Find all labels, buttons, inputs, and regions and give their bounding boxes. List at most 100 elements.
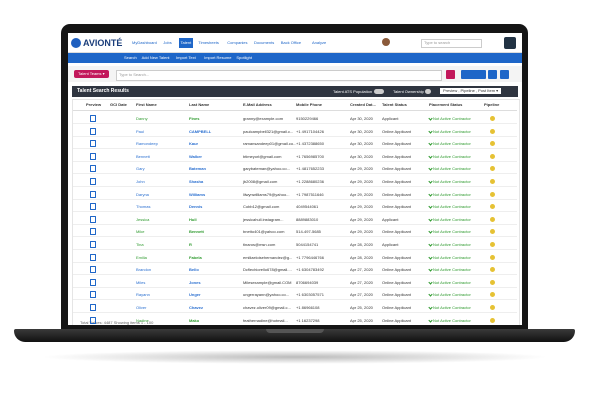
preview-icon[interactable]: [90, 304, 96, 311]
last-name[interactable]: Williams: [189, 191, 206, 197]
preview-icon[interactable]: [90, 190, 96, 198]
pipeline-icon[interactable]: [490, 279, 495, 285]
last-name[interactable]: Fines: [189, 116, 200, 121]
pipeline-icon[interactable]: [490, 166, 495, 172]
icon-button[interactable]: [500, 70, 509, 79]
sub-nav-item[interactable]: Add New Talent: [141, 55, 170, 60]
preview-icon[interactable]: [90, 203, 96, 211]
avatar[interactable]: [504, 37, 516, 49]
nav-item[interactable]: Documents: [254, 40, 275, 45]
last-name[interactable]: CAMPBELL: [189, 128, 212, 134]
first-name[interactable]: Oliver: [136, 305, 147, 310]
nav-item[interactable]: Talent: [178, 38, 194, 48]
first-name[interactable]: Miles: [136, 279, 146, 285]
first-name[interactable]: Ramondeep: [136, 141, 158, 147]
pipeline-icon[interactable]: [490, 254, 495, 260]
view-select[interactable]: Preview , Pipeline , Post Item ▾: [440, 88, 502, 94]
first-name[interactable]: Thomas: [136, 204, 151, 210]
pipeline-icon[interactable]: [490, 141, 495, 147]
ownership-toggle[interactable]: [425, 89, 431, 94]
preview-icon[interactable]: [90, 115, 96, 122]
preview-icon[interactable]: [90, 316, 96, 324]
search-button[interactable]: [446, 70, 455, 79]
pipeline-icon[interactable]: [490, 216, 495, 222]
first-name[interactable]: Bennett: [136, 153, 150, 159]
pipeline-icon[interactable]: [490, 317, 495, 323]
preview-icon[interactable]: [90, 178, 96, 185]
first-name[interactable]: Tina: [136, 242, 144, 247]
placement-cell: Not Active Contractor: [433, 179, 471, 184]
sub-nav-item[interactable]: Search: [124, 55, 137, 60]
preview-icon[interactable]: [90, 241, 96, 248]
icon-button[interactable]: [488, 70, 497, 79]
first-name[interactable]: Daryna: [136, 191, 149, 197]
preview-icon[interactable]: [90, 266, 96, 274]
pipeline-icon[interactable]: [490, 116, 495, 121]
first-name[interactable]: Brandon: [136, 267, 152, 273]
preview-icon[interactable]: [90, 278, 96, 286]
sub-nav-item[interactable]: Import Resume: [204, 55, 232, 60]
nav-item[interactable]: Analyze: [312, 40, 327, 45]
last-name[interactable]: Bateman: [189, 166, 206, 172]
last-name[interactable]: Walker: [189, 153, 202, 159]
pipeline-icon[interactable]: [490, 292, 495, 298]
first-name[interactable]: Gary: [136, 166, 145, 172]
last-name[interactable]: Chavez: [189, 305, 204, 310]
pipeline-icon[interactable]: [490, 305, 495, 310]
preview-icon[interactable]: [90, 228, 96, 236]
pipeline-icon[interactable]: [490, 267, 495, 273]
last-name[interactable]: Bennett: [189, 229, 204, 235]
first-name[interactable]: Rayann: [136, 292, 150, 298]
first-name[interactable]: Paul: [136, 128, 145, 134]
phone-cell: 4049544061: [296, 204, 319, 210]
pipeline-icon[interactable]: [490, 191, 495, 197]
last-name[interactable]: Jones: [189, 279, 201, 285]
first-name[interactable]: Jessica: [136, 216, 150, 222]
preview-icon[interactable]: [90, 165, 96, 173]
nav-item[interactable]: Jobs: [163, 40, 172, 45]
pipeline-icon[interactable]: [490, 179, 495, 184]
teams-button[interactable]: Talent Teams ▾: [74, 70, 109, 78]
preview-icon[interactable]: [90, 140, 96, 148]
preview-icon[interactable]: [90, 127, 96, 135]
pipeline-icon[interactable]: [490, 204, 495, 210]
view-buttons[interactable]: [461, 70, 486, 79]
toolbar-search[interactable]: Type to Search...: [116, 70, 442, 81]
last-name[interactable]: Dennis: [189, 204, 203, 210]
first-name[interactable]: Danny: [136, 116, 148, 121]
sub-nav-item[interactable]: Import Text: [176, 55, 196, 60]
pipeline-icon[interactable]: [490, 229, 495, 235]
user-icon[interactable]: [382, 38, 390, 46]
last-name[interactable]: Unger: [189, 292, 201, 298]
sub-nav-item[interactable]: Spotlight: [236, 55, 252, 60]
first-name[interactable]: Mike: [136, 229, 145, 235]
header-search[interactable]: Type to search: [421, 39, 482, 48]
last-name[interactable]: Fabela: [189, 254, 202, 260]
pipeline-icon[interactable]: [490, 128, 495, 134]
nav-item[interactable]: Timesheets: [198, 40, 219, 45]
preview-icon[interactable]: [90, 253, 96, 261]
phone-cell: +1 7987511646: [296, 191, 324, 197]
pipeline-icon[interactable]: [490, 242, 495, 247]
column-header: Placement Status: [429, 102, 463, 107]
nav-item[interactable]: Back Office: [280, 40, 302, 45]
last-name[interactable]: R: [189, 242, 192, 247]
preview-icon[interactable]: [90, 152, 96, 160]
email-cell: ramansandeep01@gmail.co...: [243, 141, 297, 147]
first-name[interactable]: Emilia: [136, 254, 147, 260]
nav-item[interactable]: Companies: [227, 40, 248, 45]
column-header: Mobile Phone: [296, 102, 322, 107]
preview-icon[interactable]: [90, 291, 96, 299]
last-name[interactable]: Mako: [189, 317, 200, 323]
population-toggle[interactable]: [374, 89, 384, 94]
first-name[interactable]: John: [136, 179, 145, 184]
last-name[interactable]: Hull: [189, 216, 197, 222]
last-name[interactable]: Kaur: [189, 141, 199, 147]
preview-icon[interactable]: [90, 215, 96, 223]
last-name[interactable]: Bello: [189, 267, 199, 273]
first-name[interactable]: Nadine: [136, 317, 149, 323]
app-screen: AVIONTÉ Type to search Talent Teams ▾ Ty…: [68, 33, 522, 325]
nav-item[interactable]: MyDashboard: [132, 40, 157, 45]
last-name[interactable]: Shasha: [189, 179, 204, 184]
pipeline-icon[interactable]: [490, 153, 495, 159]
